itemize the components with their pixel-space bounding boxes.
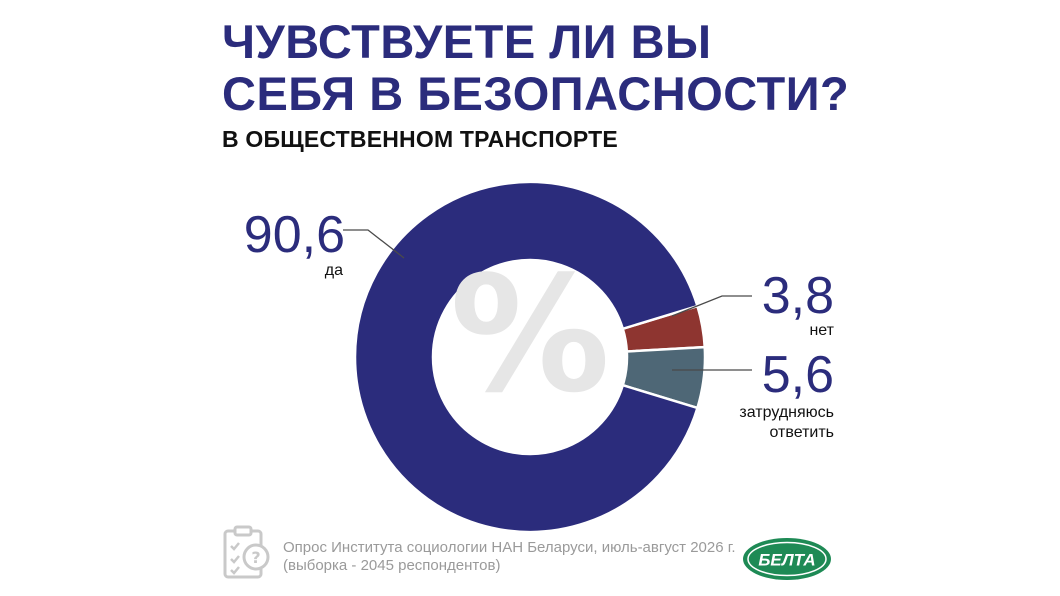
donut-slice bbox=[353, 180, 699, 534]
logo-text: БЕЛТА bbox=[758, 551, 815, 570]
category-label-zatrudnyayus: затрудняюсь ответить bbox=[739, 404, 834, 441]
chart-title: ЧУВСТВУЕТЕ ЛИ ВЫ СЕБЯ В БЕЗОПАСНОСТИ? bbox=[222, 16, 849, 120]
value-label-zatrudnyayus: 5,6 bbox=[762, 346, 834, 404]
chart-subtitle: В ОБЩЕСТВЕННОМ ТРАНСПОРТЕ bbox=[222, 126, 618, 152]
category-label-net: нет bbox=[809, 322, 834, 339]
belta-logo: БЕЛТА bbox=[743, 538, 831, 580]
leader-line-net bbox=[671, 295, 752, 317]
leader-line-da bbox=[343, 229, 405, 259]
source-line-1: Опрос Института социологии НАН Беларуси,… bbox=[283, 539, 736, 556]
center-percent-symbol: % bbox=[450, 241, 610, 428]
category-label-da: да bbox=[325, 262, 343, 279]
svg-text:?: ? bbox=[251, 548, 260, 567]
value-label-da: 90,6 bbox=[244, 206, 345, 264]
value-label-net: 3,8 bbox=[762, 267, 834, 325]
clipboard-question-icon: ? bbox=[223, 525, 270, 579]
title-line-1: ЧУВСТВУЕТЕ ЛИ ВЫ bbox=[222, 15, 712, 68]
donut-slices bbox=[353, 180, 707, 534]
slice-labels: 90,6 да 3,8 нет 5,6 затрудняюсь ответить bbox=[244, 206, 835, 441]
source-note: Опрос Института социологии НАН Беларуси,… bbox=[283, 539, 736, 575]
title-line-2: СЕБЯ В БЕЗОПАСНОСТИ? bbox=[222, 67, 850, 120]
source-line-2: (выборка - 2045 респондентов) bbox=[283, 557, 501, 574]
